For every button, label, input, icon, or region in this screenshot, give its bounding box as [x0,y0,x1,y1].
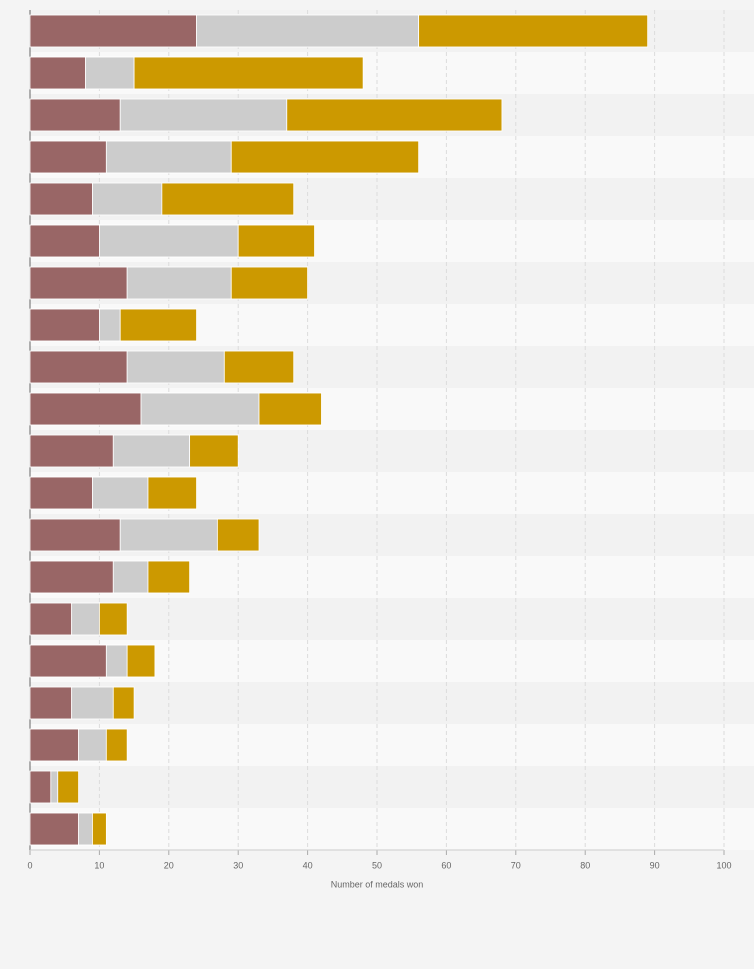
bar-segment [133,56,364,90]
bar-segment [29,434,114,468]
bar-segment [92,182,163,216]
bar-segment [99,224,239,258]
x-tick-label: 90 [650,860,660,870]
bar-segment [230,266,308,300]
x-tick-label: 30 [233,860,243,870]
bar-segment [258,392,322,426]
bar-segment [119,518,218,552]
row-band [30,724,754,766]
bar-segment [418,14,649,48]
x-tick-label: 10 [94,860,104,870]
bar-segment [147,476,197,510]
bar-segment [105,644,128,678]
bar-segment [99,602,128,636]
x-tick-label: 50 [372,860,382,870]
bar-segment [92,476,149,510]
bar-segment [78,728,107,762]
bar-segment [71,686,114,720]
bar-segment [29,728,79,762]
bar-segment [161,182,295,216]
bar-segment [112,434,191,468]
bar-segment [112,560,149,594]
x-tick-label: 60 [441,860,451,870]
bar-segment [126,266,232,300]
bar-segment [196,14,420,48]
bar-segment [29,98,121,132]
bar-segment [29,56,86,90]
bar-segment [92,812,107,846]
bar-segment [71,602,100,636]
bar-segment [29,266,128,300]
bar-segment [147,560,191,594]
bar-segment [29,14,197,48]
bar-segment [112,686,135,720]
row-band [30,598,754,640]
bar-segment [29,308,100,342]
bar-segment [29,392,142,426]
bar-segment [29,644,107,678]
bar-segment [189,434,239,468]
bar-segment [119,308,197,342]
bar-segment [29,560,114,594]
bar-segment [230,140,420,174]
bar-segment [126,350,225,384]
bar-segment [105,140,232,174]
bar-segment [29,770,52,804]
bar-segment [223,350,295,384]
x-tick-label: 80 [580,860,590,870]
bar-segment [140,392,260,426]
x-tick-label: 40 [303,860,313,870]
bar-segment [216,518,260,552]
x-tick-label: 0 [27,860,32,870]
x-tick-label: 70 [511,860,521,870]
bar-segment [119,98,288,132]
x-tick-label: 100 [716,860,731,870]
row-band [30,682,754,724]
bar-segment [78,812,93,846]
bar-segment [85,56,135,90]
bar-segment [99,308,121,342]
row-band [30,808,754,850]
bar-segment [126,644,156,678]
bar-segment [50,770,59,804]
bar-segment [29,350,128,384]
bar-segment [29,140,107,174]
bar-segment [29,812,79,846]
x-axis-label: Number of medals won [331,879,424,889]
bar-segment [237,224,315,258]
bar-segment [29,686,73,720]
bar-segment [286,98,503,132]
bar-segment [29,224,100,258]
bar-segment [29,476,93,510]
bar-segment [57,770,79,804]
row-band [30,766,754,808]
bar-segment [105,728,128,762]
bar-segment [29,182,93,216]
bar-segment [29,602,73,636]
bar-segment [29,518,121,552]
x-tick-label: 20 [164,860,174,870]
